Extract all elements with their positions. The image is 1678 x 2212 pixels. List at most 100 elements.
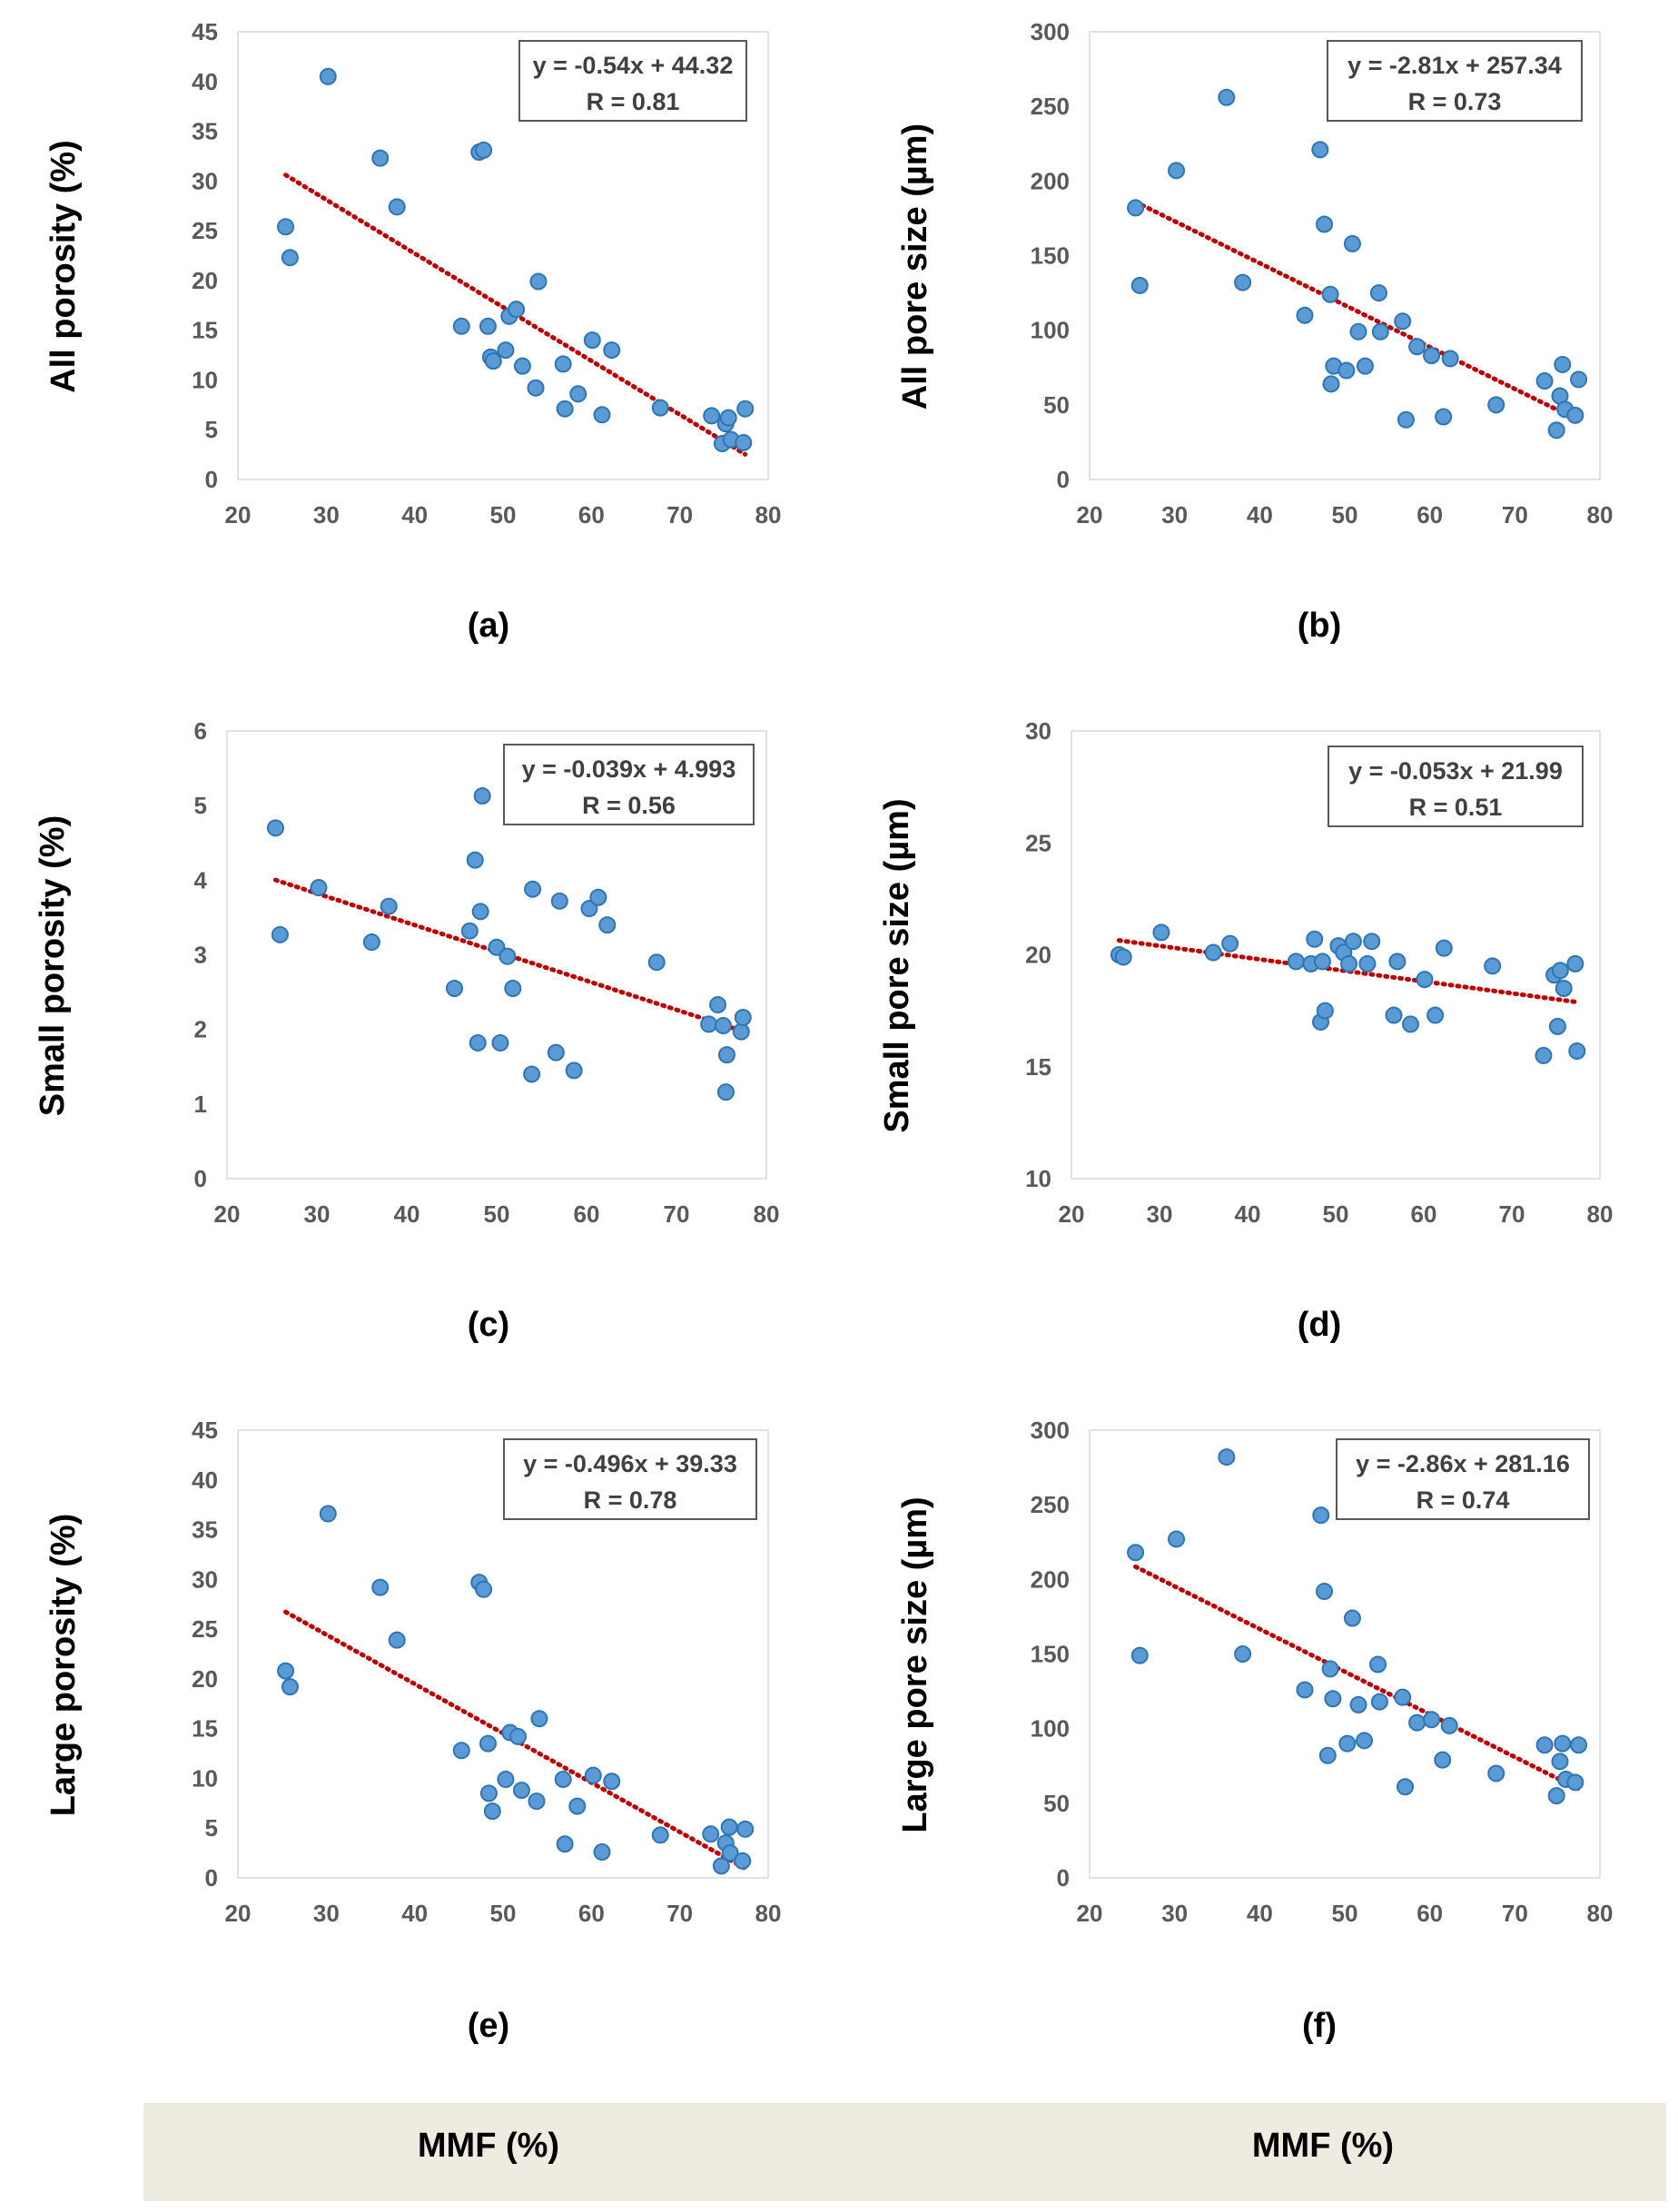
data-point <box>1566 1773 1584 1792</box>
y-tick-label: 40 <box>192 68 218 95</box>
trendline <box>1133 199 1581 423</box>
plot-area <box>237 31 769 480</box>
data-point <box>1218 1448 1236 1466</box>
data-point <box>1434 1751 1452 1769</box>
x-tick-label: 20 <box>1077 501 1103 528</box>
data-point <box>1370 1693 1388 1711</box>
data-point <box>1356 1732 1374 1750</box>
data-point <box>271 925 289 943</box>
x-tick-label: 40 <box>1247 501 1273 528</box>
data-point <box>1321 1660 1339 1678</box>
x-tick-label: 30 <box>313 1900 340 1927</box>
data-point <box>1371 322 1389 341</box>
trend-equation: y = -2.81x + 257.34 <box>1347 52 1562 79</box>
data-point <box>554 1771 572 1789</box>
data-point <box>1337 361 1356 380</box>
data-point <box>1316 215 1334 233</box>
y-tick-label: 0 <box>194 1165 207 1192</box>
x-tick-label: 70 <box>1502 1900 1528 1927</box>
data-point <box>735 433 753 451</box>
x-tick-label: 80 <box>1587 1200 1614 1228</box>
data-point <box>1344 933 1362 951</box>
x-tick-label: 80 <box>755 501 782 528</box>
y-tick-label: 50 <box>1043 391 1070 419</box>
data-point <box>1441 350 1459 368</box>
y-tick-label: 200 <box>1031 1565 1070 1593</box>
y-tick-label: 250 <box>1031 1491 1070 1518</box>
x-tick-label: 30 <box>1161 1900 1188 1927</box>
y-tick-label: 0 <box>1057 1864 1070 1891</box>
y-tick-label: 40 <box>192 1466 218 1494</box>
data-point <box>1204 943 1222 962</box>
data-point <box>1416 971 1434 989</box>
data-point <box>479 1784 498 1802</box>
y-tick-label: 6 <box>194 717 207 745</box>
x-tick-label: 40 <box>1235 1200 1261 1228</box>
data-point <box>1296 1681 1314 1699</box>
data-point <box>651 399 669 417</box>
data-point <box>1311 141 1329 159</box>
x-axis-caption-right: MMF (%) <box>1251 2127 1395 2165</box>
data-point <box>497 341 515 360</box>
y-tick-label: 250 <box>1031 93 1070 120</box>
data-point <box>714 1017 732 1035</box>
y-axis-label: All porosity (%) <box>44 140 83 393</box>
data-point <box>1394 312 1412 331</box>
data-point <box>319 67 337 85</box>
x-tick-label: 20 <box>225 1900 252 1927</box>
data-point <box>1306 930 1324 948</box>
equation-box <box>518 40 747 122</box>
equation-box <box>1327 40 1583 122</box>
data-point <box>266 819 284 837</box>
data-point <box>712 1857 730 1875</box>
data-point <box>1340 954 1358 973</box>
data-point <box>736 400 755 418</box>
data-point <box>550 892 568 910</box>
y-tick-label: 2 <box>194 1016 207 1043</box>
y-tick-label: 15 <box>192 1715 218 1743</box>
footer-band <box>143 2103 1666 2201</box>
y-axis-label: All pore size (µm) <box>896 123 934 410</box>
data-point <box>583 331 601 350</box>
trendline <box>1133 1564 1581 1792</box>
y-tick-label: 3 <box>194 942 207 969</box>
x-tick-label: 50 <box>1332 501 1358 528</box>
data-point <box>319 1505 337 1523</box>
x-tick-label: 50 <box>490 501 517 528</box>
y-tick-label: 15 <box>192 317 218 344</box>
x-tick-label: 20 <box>225 501 252 528</box>
y-tick-label: 10 <box>192 366 218 393</box>
x-tick-label: 40 <box>1247 1900 1273 1927</box>
y-axis-label: Small pore size (µm) <box>878 798 916 1132</box>
y-tick-label: 30 <box>192 1565 218 1593</box>
data-point <box>1435 939 1453 957</box>
data-point <box>1168 162 1186 180</box>
data-point <box>371 149 390 167</box>
data-point <box>466 851 484 869</box>
data-point <box>281 249 299 267</box>
data-point <box>1435 408 1453 426</box>
data-point <box>556 1835 574 1853</box>
panel-label-d: (d) <box>1297 1306 1342 1344</box>
data-point <box>445 979 463 997</box>
data-point <box>1535 1736 1554 1754</box>
data-point <box>1566 954 1584 973</box>
equation-box <box>1328 746 1584 827</box>
data-point <box>362 933 380 952</box>
data-point <box>1566 406 1584 424</box>
y-tick-label: 25 <box>192 217 218 244</box>
equation-box <box>503 744 755 825</box>
data-point <box>498 947 517 965</box>
data-point <box>528 1792 546 1811</box>
data-point <box>497 1771 515 1789</box>
data-point <box>1551 962 1569 980</box>
trend-equation: y = -0.039x + 4.993 <box>522 755 736 783</box>
data-point <box>716 1083 735 1101</box>
y-tick-label: 5 <box>194 792 207 819</box>
x-tick-label: 20 <box>1077 1900 1103 1927</box>
data-point <box>734 1852 752 1870</box>
data-point <box>1487 1764 1505 1782</box>
x-tick-label: 70 <box>664 1200 690 1228</box>
